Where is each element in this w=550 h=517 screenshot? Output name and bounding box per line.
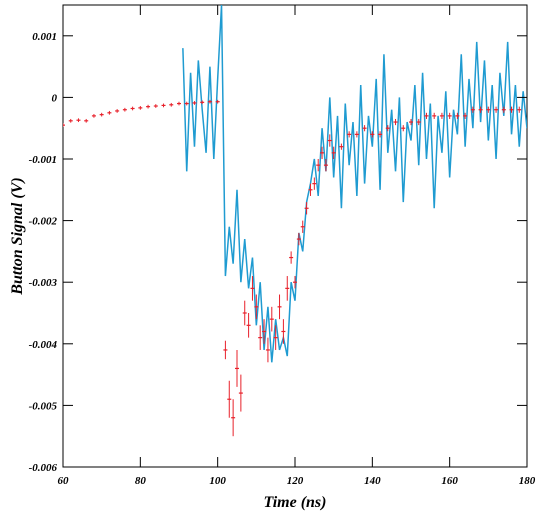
y-tick-label: -0.001 (29, 154, 57, 166)
x-tick-label: 80 (135, 475, 147, 487)
x-tick-label: 140 (364, 475, 381, 487)
x-axis-title: Time (ns) (264, 494, 327, 511)
y-tick-label: -0.004 (29, 339, 58, 351)
y-tick-label: 0.001 (32, 31, 57, 43)
plot-area (63, 5, 527, 437)
y-tick-label: -0.002 (29, 216, 58, 228)
x-tick-label: 160 (441, 475, 458, 487)
y-axis-title: Button Signal (V) (9, 177, 26, 295)
signal-line (182, 5, 527, 363)
y-tick-label: 0 (52, 92, 58, 104)
x-tick-label: 120 (287, 475, 304, 487)
x-tick-label: 180 (519, 475, 536, 487)
plot-frame (62, 4, 528, 468)
y-tick-label: -0.005 (29, 400, 58, 412)
y-tick-label: -0.006 (29, 462, 58, 474)
x-tick-label: 60 (58, 475, 70, 487)
x-tick-label: 100 (209, 475, 226, 487)
y-tick-label: -0.003 (29, 277, 58, 289)
